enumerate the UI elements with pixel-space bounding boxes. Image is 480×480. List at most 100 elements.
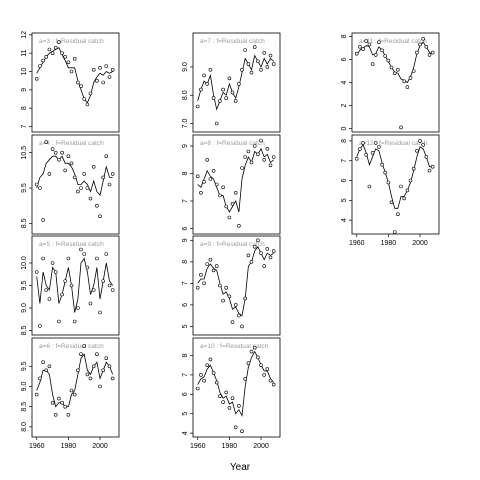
data-point: [427, 53, 432, 57]
y-tick-label: 8.0: [182, 90, 189, 100]
data-point: [63, 404, 67, 409]
data-point: [110, 288, 115, 292]
data-point: [246, 62, 251, 66]
data-point: [233, 99, 238, 103]
data-point: [230, 202, 235, 206]
data-point: [218, 193, 222, 198]
data-point: [230, 396, 235, 401]
y-tick-label: 0: [341, 126, 348, 130]
data-point: [79, 352, 83, 357]
data-point: [107, 182, 112, 187]
y-tick-label: 2: [341, 103, 348, 107]
data-point: [237, 224, 241, 228]
data-point: [211, 96, 216, 100]
data-point: [262, 158, 267, 162]
y-tick-label: 9: [21, 88, 28, 92]
data-point: [79, 247, 83, 252]
data-point: [367, 184, 372, 189]
data-point: [230, 90, 235, 95]
data-point: [41, 218, 45, 222]
data-point: [249, 259, 254, 264]
data-point: [82, 97, 86, 101]
data-point: [44, 368, 49, 373]
data-point: [411, 166, 416, 171]
data-point: [396, 68, 400, 72]
data-point: [44, 288, 49, 292]
data-point: [370, 151, 375, 155]
panel-9: a=11 : f=Residual catch 0 2 4 6 8: [341, 32, 440, 133]
data-point: [249, 70, 254, 75]
y-tick-label: 8.5: [21, 326, 28, 336]
y-tick-label: 6: [182, 226, 189, 230]
data-point: [405, 85, 410, 89]
data-point: [377, 40, 381, 45]
data-point: [85, 102, 90, 107]
y-tick-label: 9.5: [21, 183, 28, 193]
data-point: [408, 178, 413, 183]
panel-5: a=7 : f=Residual catch 7.0 8.0 9.0: [182, 32, 281, 133]
data-point: [268, 53, 273, 58]
data-point: [430, 164, 435, 169]
data-point: [76, 80, 80, 85]
y-tick-label: 6: [182, 392, 189, 396]
data-point: [98, 66, 102, 70]
y-tick-label: 10.5: [21, 146, 28, 160]
x-tick-label: 1980: [61, 443, 77, 450]
data-point: [389, 65, 394, 70]
data-point: [214, 121, 219, 126]
data-point: [107, 283, 112, 288]
data-point: [202, 73, 206, 78]
panel-title: a=3 : f=Residual catch: [39, 38, 104, 45]
y-tick-label: 4: [341, 218, 348, 222]
data-point: [256, 355, 260, 360]
data-point: [91, 67, 96, 72]
series-line: [356, 41, 433, 84]
data-point: [399, 125, 403, 130]
data-point: [218, 394, 222, 399]
data-point: [38, 376, 42, 381]
x-tick-label: 1960: [29, 443, 45, 450]
data-point: [60, 292, 64, 297]
data-point: [262, 50, 267, 55]
y-tick-label: 7: [341, 159, 348, 163]
data-point: [237, 313, 241, 318]
data-point: [50, 400, 55, 405]
data-point: [47, 47, 52, 52]
data-point: [380, 162, 384, 167]
data-point: [364, 39, 369, 43]
data-point: [233, 191, 238, 195]
series-line: [36, 353, 114, 408]
y-tick-label: 12: [21, 31, 28, 39]
y-tick-label: 8: [21, 106, 28, 110]
data-point: [208, 177, 213, 181]
data-point: [237, 404, 241, 408]
data-point: [240, 166, 244, 170]
data-point: [259, 68, 263, 72]
data-point: [370, 62, 375, 66]
panel-title: a=9 : f=Residual catch: [200, 241, 265, 248]
data-point: [98, 214, 102, 219]
data-point: [354, 157, 359, 161]
data-point: [415, 50, 419, 55]
data-point: [66, 412, 71, 417]
data-point: [85, 265, 90, 270]
data-point: [91, 165, 96, 169]
data-point: [72, 392, 77, 397]
data-point: [195, 174, 200, 179]
data-point: [95, 256, 99, 261]
panel-2: a=4 : f=Residual catch 8.5 9.5 10.5: [21, 134, 120, 235]
y-tick-label: 10.0: [21, 256, 28, 270]
data-point: [252, 45, 257, 49]
data-point: [199, 272, 203, 277]
data-point: [224, 204, 228, 209]
data-point: [224, 285, 228, 290]
data-point: [34, 270, 39, 274]
panel-4: a=6 : f=Residual catch 8.0 8.5 9.0 9.5 1960 19…: [21, 337, 120, 450]
data-point: [53, 150, 58, 155]
y-tick-label: 8: [182, 353, 189, 357]
data-point: [34, 392, 39, 397]
data-point: [233, 303, 238, 307]
y-tick-label: 9.0: [21, 303, 28, 313]
data-point: [380, 48, 384, 53]
